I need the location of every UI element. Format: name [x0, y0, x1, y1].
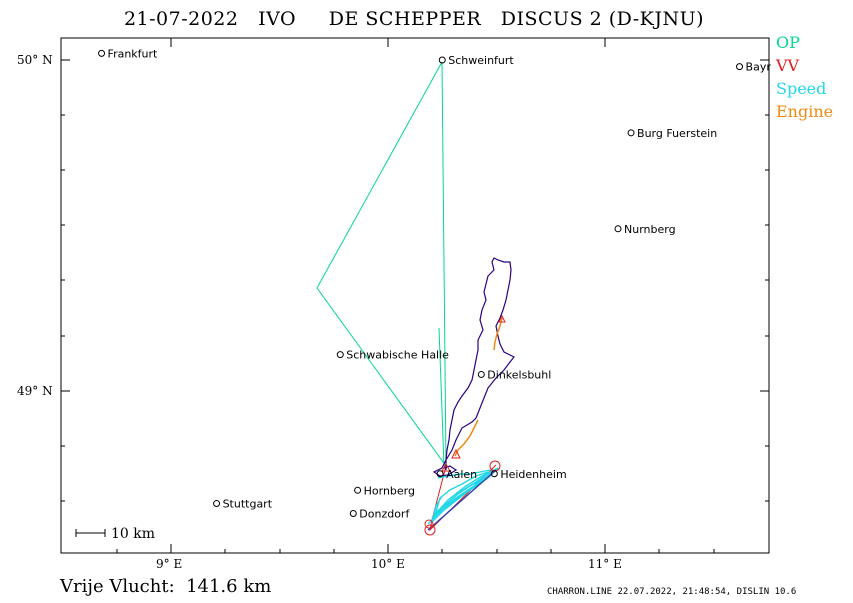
op-task-line-extra	[438, 327, 445, 467]
city-label-donzdorf: Donzdorf	[359, 507, 410, 520]
city-label-frankfurt: Frankfurt	[108, 47, 158, 60]
engine-trace-north	[493, 317, 503, 351]
legend-speed: Speed	[776, 79, 827, 98]
lon-label-11: 11° E	[588, 557, 622, 571]
city-label-aalen: Aalen	[446, 468, 477, 481]
triangle-marker-south	[451, 448, 461, 459]
turnpoint-circle-start	[424, 524, 436, 536]
flight-trace	[432, 257, 515, 477]
lat-label-50: 50° N	[17, 53, 53, 67]
lon-label-9: 9° E	[156, 557, 182, 571]
city-marker-dinkelsbuhl	[477, 370, 485, 378]
lon-label-10: 10° E	[371, 557, 405, 571]
city-markers: Frankfurt Schweinfurt Bayr Burg Fuerstein Nu…	[98, 47, 772, 520]
city-marker-hornberg	[354, 486, 362, 494]
city-label-hornberg: Hornberg	[364, 484, 415, 497]
city-marker-stuttgart	[213, 500, 221, 508]
engine-trace-south	[454, 419, 479, 457]
op-task-line	[316, 61, 447, 468]
city-label-dinkelsbuhl: Dinkelsbuhl	[487, 368, 551, 381]
city-label-schwabische-halle: Schwabische Halle	[346, 349, 449, 362]
city-label-stuttgart: Stuttgart	[223, 498, 273, 511]
axis-ticks	[61, 38, 769, 553]
city-marker-donzdorf	[349, 509, 357, 517]
scale-bar-label: 10 km	[111, 526, 155, 542]
city-label-burg-fuerstein: Burg Fuerstein	[637, 127, 717, 140]
city-marker-burg-fuerstein	[627, 129, 635, 137]
city-marker-heidenheim	[490, 470, 498, 478]
turnpoint-circle-finish	[424, 519, 434, 529]
city-label-schweinfurt: Schweinfurt	[448, 54, 514, 67]
city-label-heidenheim: Heidenheim	[500, 468, 566, 481]
city-marker-frankfurt	[98, 49, 106, 57]
scale-bar	[75, 529, 106, 537]
city-label-bayreuth: Bayr	[746, 61, 772, 74]
free-flight-distance: Vrije Vlucht: 141.6 km	[60, 576, 272, 597]
triangle-marker-start	[441, 462, 451, 472]
legend-op: OP	[776, 33, 800, 52]
city-marker-schwabische-halle	[336, 351, 344, 359]
speed-trace	[427, 467, 499, 525]
map-frame	[60, 37, 770, 554]
city-marker-aalen	[436, 470, 444, 478]
city-marker-schweinfurt	[438, 56, 446, 64]
triangle-marker-north	[498, 314, 506, 323]
generator-info: CHARRON.LINE 22.07.2022, 21:48:54, DISLI…	[547, 587, 797, 597]
lat-label-49: 49° N	[17, 384, 53, 398]
map-title: 21-07-2022 IVO DE SCHEPPER DISCUS 2 (D-K…	[123, 8, 705, 30]
speed-track-lower	[427, 469, 497, 531]
city-marker-bayreuth	[736, 63, 744, 71]
city-label-nurnberg: Nurnberg	[624, 223, 676, 236]
city-marker-nurnberg	[614, 225, 622, 233]
legend-engine: Engine	[776, 102, 834, 121]
legend-vv: VV	[776, 56, 800, 75]
